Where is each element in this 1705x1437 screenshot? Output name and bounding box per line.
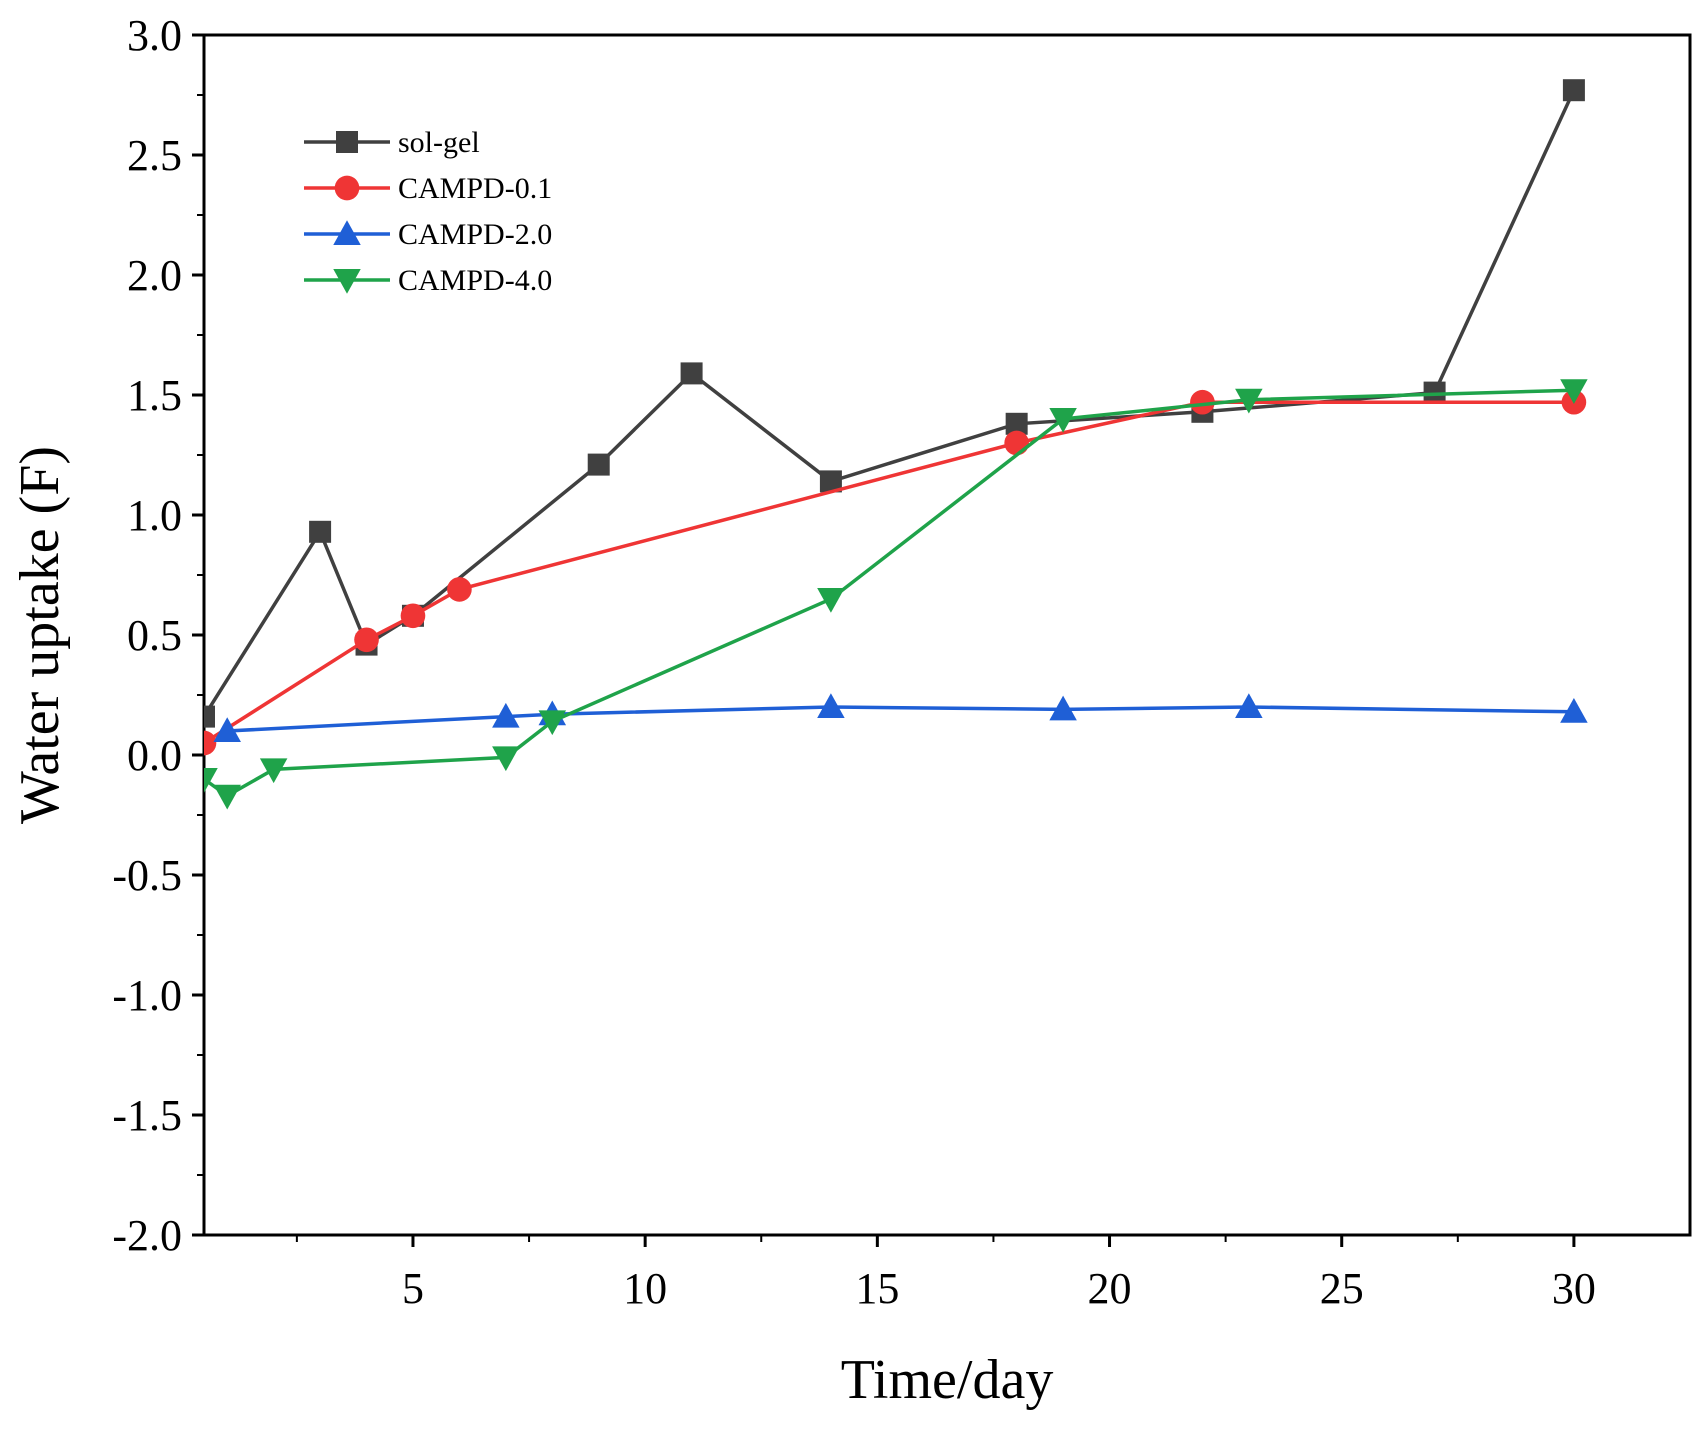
x-tick-label: 25 <box>1320 1264 1364 1313</box>
data-point-campd-4-0 <box>259 758 288 784</box>
data-point-campd-4-0 <box>213 784 241 810</box>
data-point-campd-4-0 <box>1560 379 1588 404</box>
y-tick-label: 3.0 <box>127 11 182 60</box>
y-tick-label: 0.5 <box>127 611 182 660</box>
series-campd-0-1 <box>204 389 1587 756</box>
data-point-campd-2-0 <box>817 693 845 718</box>
data-point-sol-gel <box>309 520 332 543</box>
y-tick-label: 1.0 <box>127 491 182 540</box>
data-point-campd-0-1 <box>1004 430 1029 456</box>
data-point-campd-2-0 <box>1560 698 1588 723</box>
y-axis-title: Water uptake (F) <box>9 446 71 824</box>
data-point-campd-4-0 <box>492 746 520 772</box>
y-tick-label: -1.5 <box>112 1091 182 1140</box>
data-point-campd-2-0 <box>492 702 520 728</box>
data-point-campd-0-1 <box>1190 389 1215 415</box>
legend-label-campd-4-0: CAMPD-4.0 <box>398 264 552 297</box>
legend-marker-campd-0-1 <box>334 175 360 201</box>
legend-marker-campd-2-0 <box>333 220 361 245</box>
data-point-campd-0-1 <box>204 730 217 756</box>
data-point-campd-4-0 <box>1049 408 1077 433</box>
x-tick-label: 20 <box>1088 1264 1132 1313</box>
y-tick-label: 2.0 <box>127 251 182 300</box>
y-tick-label: -1.0 <box>112 971 182 1020</box>
y-tick-label: 0.0 <box>127 731 182 780</box>
data-point-sol-gel <box>680 362 703 385</box>
data-point-campd-0-1 <box>400 603 426 629</box>
x-tick-label: 15 <box>855 1264 899 1313</box>
y-tick-label: -2.0 <box>112 1211 182 1260</box>
data-point-campd-2-0 <box>213 717 241 742</box>
series-line-campd-4-0 <box>204 388 1574 798</box>
legend-marker-campd-4-0 <box>333 269 361 294</box>
x-tick-label: 30 <box>1552 1264 1596 1313</box>
data-point-campd-4-0 <box>1235 388 1263 414</box>
x-axis-title: Time/day <box>841 1349 1054 1411</box>
x-axis: 5 10 15 20 25 30 <box>295 1235 1596 1313</box>
data-point-campd-2-0 <box>1235 693 1263 718</box>
data-point-campd-2-0 <box>1049 695 1077 721</box>
legend: sol-gel CAMPD-0.1 CAMPD-2.0 CAMPD-4.0 <box>304 126 552 297</box>
plot-frame <box>202 33 1692 1237</box>
data-point-campd-4-0 <box>817 588 845 613</box>
data-point-campd-4-0 <box>204 768 218 793</box>
data-point-campd-4-0 <box>538 710 567 736</box>
data-point-sol-gel <box>587 453 610 476</box>
series-line-campd-0-1 <box>204 400 1574 745</box>
data-point-sol-gel <box>1005 412 1028 435</box>
data-point-campd-0-1 <box>354 627 379 653</box>
data-point-sol-gel <box>204 705 215 728</box>
x-tick-label: 10 <box>623 1264 667 1313</box>
series-campd-2-0 <box>213 693 1588 742</box>
legend-label-sol-gel: sol-gel <box>398 126 480 159</box>
data-point-sol-gel <box>819 470 842 493</box>
data-point-campd-0-1 <box>447 577 472 602</box>
series-line-campd-2-0 <box>227 705 1574 733</box>
y-tick-label: -0.5 <box>112 851 182 900</box>
series-layer <box>204 79 1588 810</box>
data-point-sol-gel <box>1562 79 1585 102</box>
y-axis: -2.0 -1.5 -1.0 -0.5 0.0 0.5 1.0 1.5 2.0 2.5 3.0 <box>112 11 204 1260</box>
legend-marker-sol-gel <box>336 131 358 153</box>
legend-label-campd-2-0: CAMPD-2.0 <box>398 218 552 251</box>
y-tick-label: 2.5 <box>127 131 182 180</box>
y-tick-label: 1.5 <box>127 371 182 420</box>
legend-label-campd-0-1: CAMPD-0.1 <box>398 172 552 205</box>
x-tick-label: 5 <box>402 1264 424 1313</box>
series-campd-4-0 <box>204 379 1588 810</box>
